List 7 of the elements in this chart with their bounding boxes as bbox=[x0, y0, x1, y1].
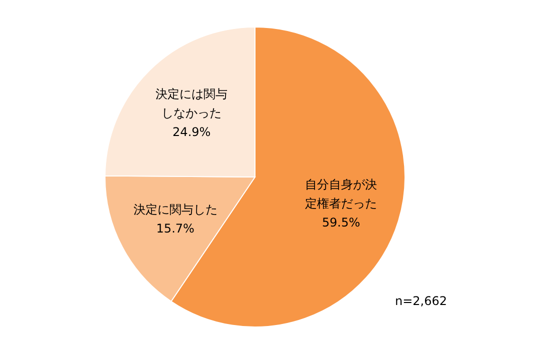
slice-label: 自分自身が決定権者だった bbox=[305, 177, 378, 210]
slice-label: 決定に関与した bbox=[133, 202, 218, 216]
slice-label: 決定には関与しなかった bbox=[156, 87, 228, 120]
data-label: 24.9% bbox=[172, 125, 211, 140]
text: n=2,662 bbox=[395, 294, 448, 308]
data-label: 15.7% bbox=[156, 221, 194, 236]
data-label: 59.5% bbox=[322, 215, 360, 230]
